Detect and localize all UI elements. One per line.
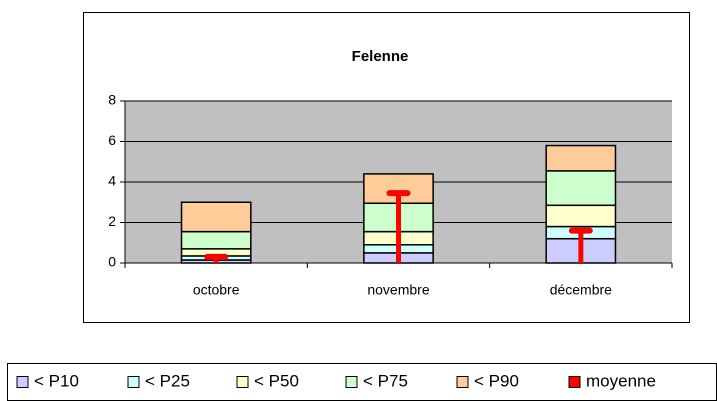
legend-swatch xyxy=(236,376,249,388)
bar-segment xyxy=(180,230,252,250)
legend-label: < P10 xyxy=(34,371,79,390)
legend-label: < P90 xyxy=(474,371,519,390)
legend-swatch xyxy=(456,376,469,388)
mean-marker xyxy=(386,190,411,263)
legend-swatch xyxy=(127,376,140,388)
x-tick-label: décembre xyxy=(550,282,612,298)
x-tick-label: novembre xyxy=(367,282,429,298)
legend-frame xyxy=(7,363,717,401)
y-tick-label: 2 xyxy=(108,213,116,229)
chart-title: Felenne xyxy=(352,48,409,65)
mean-marker xyxy=(204,253,229,263)
bar-segment xyxy=(545,170,617,207)
y-tick-label: 8 xyxy=(108,92,116,108)
mean-marker xyxy=(568,227,593,263)
legend-swatch xyxy=(16,376,29,388)
legend-label: < P25 xyxy=(145,371,190,390)
legend-label: < P50 xyxy=(254,371,299,390)
y-tick-label: 6 xyxy=(108,132,116,148)
x-tick-label: octobre xyxy=(193,282,240,298)
y-tick-label: 0 xyxy=(108,254,116,270)
y-tick-label: 4 xyxy=(108,173,116,189)
legend-swatch xyxy=(345,376,358,388)
bar-segment xyxy=(180,201,252,233)
legend-label: moyenne xyxy=(586,371,656,390)
legend-swatch xyxy=(568,376,581,388)
bar-segment xyxy=(545,144,617,172)
bar-segment xyxy=(545,204,617,228)
legend-label: < P75 xyxy=(363,371,408,390)
